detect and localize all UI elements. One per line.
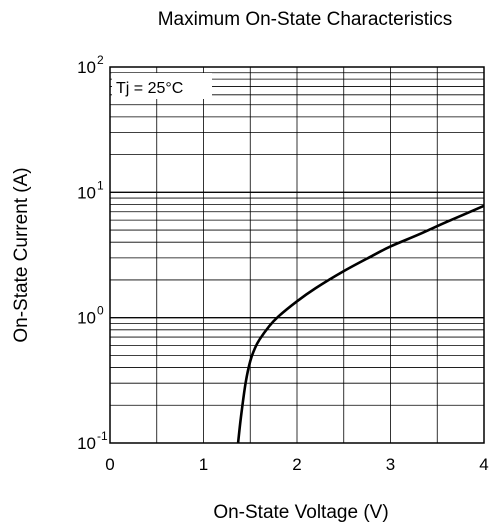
y-tick-label: 10 2 xyxy=(77,53,104,77)
y-tick-exponent: 0 xyxy=(97,304,104,318)
x-axis-title: On-State Voltage (V) xyxy=(213,502,388,523)
plot-area xyxy=(109,66,485,444)
x-tick-label: 1 xyxy=(199,455,208,474)
x-tick-label: 3 xyxy=(386,455,395,474)
y-tick-label: 10 0 xyxy=(77,304,104,328)
y-tick-exponent: 1 xyxy=(97,178,104,192)
y-tick-base: 10 xyxy=(77,309,96,328)
temperature-annotation: Tj = 25°C xyxy=(116,80,183,97)
x-tick-label: 4 xyxy=(479,455,488,474)
y-tick-exponent: -1 xyxy=(97,429,108,443)
chart-title: Maximum On-State Characteristics xyxy=(158,9,453,30)
y-axis-title: On-State Current (A) xyxy=(11,167,32,342)
series-line xyxy=(236,204,485,444)
x-tick-label: 2 xyxy=(292,455,301,474)
y-tick-base: 10 xyxy=(77,58,96,77)
y-tick-exponent: 2 xyxy=(97,53,104,67)
grid xyxy=(109,66,485,444)
y-tick-base: 10 xyxy=(77,434,96,453)
annotation-background xyxy=(112,73,212,99)
x-tick-label: 0 xyxy=(105,455,114,474)
x-tick-labels: 0 1 2 3 4 xyxy=(105,455,488,474)
y-tick-label: 10 1 xyxy=(77,178,104,202)
y-tick-label: 10 -1 xyxy=(77,429,108,453)
y-tick-base: 10 xyxy=(77,183,96,202)
